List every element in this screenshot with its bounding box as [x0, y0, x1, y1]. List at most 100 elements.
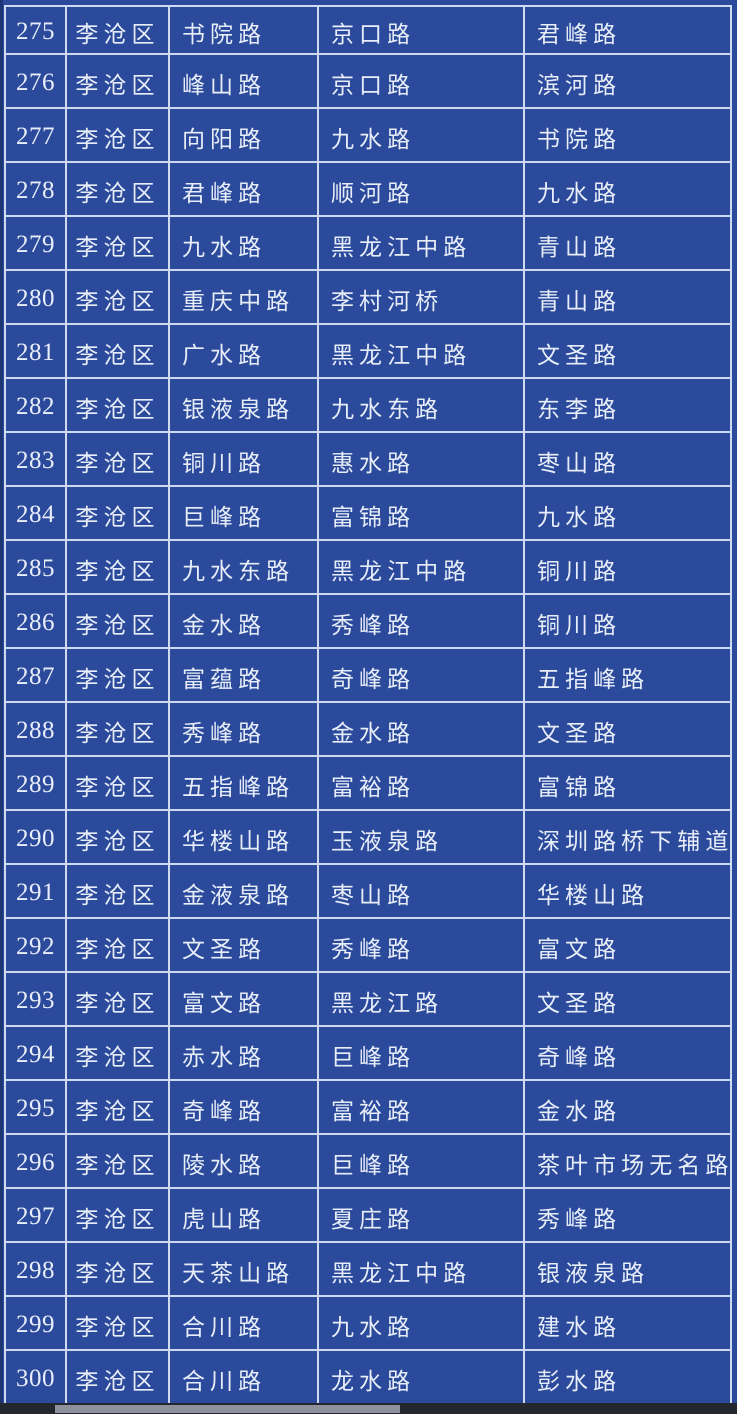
district-cell: 李沧区 [65, 1187, 170, 1243]
road-name-cell: 富文路 [168, 971, 319, 1027]
end-road-cell: 茶叶市场无名路 [523, 1133, 732, 1189]
end-road-cell: 铜川路 [523, 593, 732, 649]
district-cell: 李沧区 [65, 971, 170, 1027]
road-name-cell: 五指峰路 [168, 755, 319, 811]
district-cell: 李沧区 [65, 323, 170, 379]
road-name-cell: 合川路 [168, 1349, 319, 1405]
table-row: 288 李沧区 秀峰路 金水路 文圣路 [4, 701, 732, 757]
district-cell: 李沧区 [65, 755, 170, 811]
end-road-cell: 滨河路 [523, 53, 732, 109]
table-row: 286 李沧区 金水路 秀峰路 铜川路 [4, 593, 732, 649]
district-cell: 李沧区 [65, 539, 170, 595]
district-cell: 李沧区 [65, 1241, 170, 1297]
end-road-cell: 银液泉路 [523, 1241, 732, 1297]
road-name-cell: 富蕴路 [168, 647, 319, 703]
road-name-cell: 华楼山路 [168, 809, 319, 865]
table-row: 295 李沧区 奇峰路 富裕路 金水路 [4, 1079, 732, 1135]
row-number-cell: 275 [4, 5, 67, 55]
row-number-cell: 276 [4, 53, 67, 109]
table-row: 298 李沧区 天茶山路 黑龙江中路 银液泉路 [4, 1241, 732, 1297]
table-row: 294 李沧区 赤水路 巨峰路 奇峰路 [4, 1025, 732, 1081]
row-number-cell: 298 [4, 1241, 67, 1297]
table-row: 290 李沧区 华楼山路 玉液泉路 深圳路桥下辅道 [4, 809, 732, 865]
road-name-cell: 九水东路 [168, 539, 319, 595]
start-road-cell: 九水路 [317, 1295, 525, 1351]
table-row: 284 李沧区 巨峰路 富锦路 九水路 [4, 485, 732, 541]
road-name-cell: 奇峰路 [168, 1079, 319, 1135]
start-road-cell: 黑龙江中路 [317, 1241, 525, 1297]
end-road-cell: 建水路 [523, 1295, 732, 1351]
district-cell: 李沧区 [65, 377, 170, 433]
road-name-cell: 金液泉路 [168, 863, 319, 919]
row-number-cell: 297 [4, 1187, 67, 1243]
district-cell: 李沧区 [65, 1295, 170, 1351]
district-cell: 李沧区 [65, 917, 170, 973]
road-name-cell: 赤水路 [168, 1025, 319, 1081]
district-cell: 李沧区 [65, 53, 170, 109]
row-number-cell: 291 [4, 863, 67, 919]
table-row: 289 李沧区 五指峰路 富裕路 富锦路 [4, 755, 732, 811]
table-row: 276 李沧区 峰山路 京口路 滨河路 [4, 53, 732, 109]
road-name-cell: 书院路 [168, 5, 319, 55]
table-row: 277 李沧区 向阳路 九水路 书院路 [4, 107, 732, 163]
district-cell: 李沧区 [65, 485, 170, 541]
road-name-cell: 天茶山路 [168, 1241, 319, 1297]
video-progress-bar[interactable] [0, 1403, 737, 1414]
end-road-cell: 深圳路桥下辅道 [523, 809, 732, 865]
road-name-cell: 金水路 [168, 593, 319, 649]
district-cell: 李沧区 [65, 215, 170, 271]
district-cell: 李沧区 [65, 863, 170, 919]
start-road-cell: 富锦路 [317, 485, 525, 541]
row-number-cell: 290 [4, 809, 67, 865]
table-row: 278 李沧区 君峰路 顺河路 九水路 [4, 161, 732, 217]
row-number-cell: 277 [4, 107, 67, 163]
row-number-cell: 284 [4, 485, 67, 541]
start-road-cell: 富裕路 [317, 755, 525, 811]
road-name-cell: 陵水路 [168, 1133, 319, 1189]
start-road-cell: 惠水路 [317, 431, 525, 487]
table-row: 299 李沧区 合川路 九水路 建水路 [4, 1295, 732, 1351]
table-row: 280 李沧区 重庆中路 李村河桥 青山路 [4, 269, 732, 325]
start-road-cell: 京口路 [317, 53, 525, 109]
road-table-body: 275 李沧区 书院路 京口路 君峰路 276 李沧区 峰山路 京口路 滨河路 277 李沧区 向阳路九… [4, 5, 732, 1405]
district-cell: 李沧区 [65, 701, 170, 757]
table-row: 293 李沧区 富文路 黑龙江路 文圣路 [4, 971, 732, 1027]
district-cell: 李沧区 [65, 647, 170, 703]
start-road-cell: 秀峰路 [317, 593, 525, 649]
start-road-cell: 黑龙江中路 [317, 215, 525, 271]
row-number-cell: 279 [4, 215, 67, 271]
table-row: 296 李沧区 陵水路 巨峰路 茶叶市场无名路 [4, 1133, 732, 1189]
end-road-cell: 青山路 [523, 215, 732, 271]
row-number-cell: 282 [4, 377, 67, 433]
start-road-cell: 九水东路 [317, 377, 525, 433]
end-road-cell: 奇峰路 [523, 1025, 732, 1081]
end-road-cell: 文圣路 [523, 971, 732, 1027]
end-road-cell: 九水路 [523, 485, 732, 541]
end-road-cell: 君峰路 [523, 5, 732, 55]
road-name-cell: 合川路 [168, 1295, 319, 1351]
row-number-cell: 285 [4, 539, 67, 595]
row-number-cell: 296 [4, 1133, 67, 1189]
table-row: 285 李沧区 九水东路 黑龙江中路 铜川路 [4, 539, 732, 595]
road-name-cell: 巨峰路 [168, 485, 319, 541]
row-number-cell: 299 [4, 1295, 67, 1351]
start-road-cell: 九水路 [317, 107, 525, 163]
start-road-cell: 玉液泉路 [317, 809, 525, 865]
row-number-cell: 281 [4, 323, 67, 379]
end-road-cell: 金水路 [523, 1079, 732, 1135]
end-road-cell: 富锦路 [523, 755, 732, 811]
road-name-cell: 文圣路 [168, 917, 319, 973]
row-number-cell: 288 [4, 701, 67, 757]
district-cell: 李沧区 [65, 1349, 170, 1405]
table-row: 287 李沧区 富蕴路 奇峰路 五指峰路 [4, 647, 732, 703]
start-road-cell: 顺河路 [317, 161, 525, 217]
start-road-cell: 李村河桥 [317, 269, 525, 325]
district-cell: 李沧区 [65, 5, 170, 55]
table-row: 282 李沧区 银液泉路 九水东路 东李路 [4, 377, 732, 433]
start-road-cell: 富裕路 [317, 1079, 525, 1135]
start-road-cell: 黑龙江中路 [317, 323, 525, 379]
road-name-cell: 铜川路 [168, 431, 319, 487]
table-row: 297 李沧区 虎山路 夏庄路 秀峰路 [4, 1187, 732, 1243]
start-road-cell: 龙水路 [317, 1349, 525, 1405]
district-cell: 李沧区 [65, 269, 170, 325]
